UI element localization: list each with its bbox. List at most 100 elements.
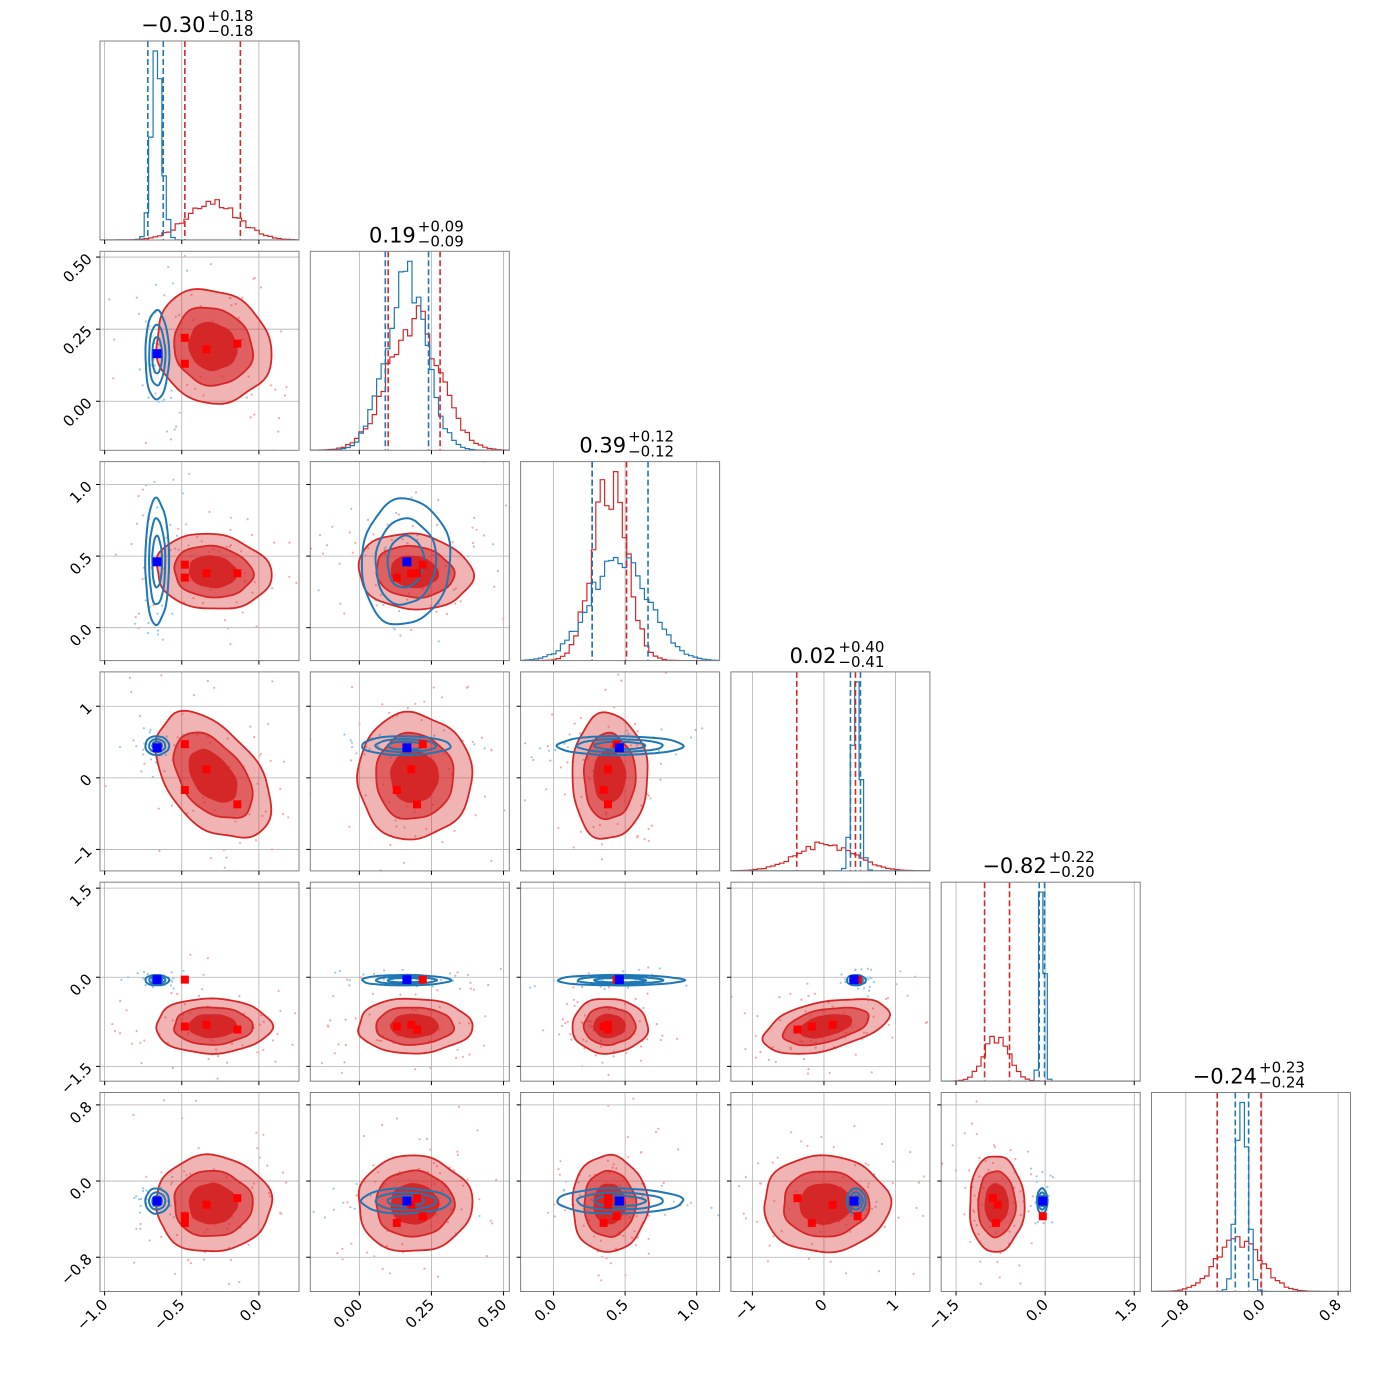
scatter-point-blue <box>135 522 139 525</box>
scatter-point-red <box>503 809 506 812</box>
scatter-point-blue <box>637 968 641 971</box>
scatter-point-blue <box>505 1207 507 1209</box>
scatter-point-red <box>813 992 817 995</box>
scatter-point-blue <box>156 633 160 636</box>
scatter-point-red <box>170 804 174 807</box>
scatter-point-red <box>1013 1186 1016 1189</box>
scatter-point-red <box>403 826 406 829</box>
scatter-point-blue <box>1042 1222 1045 1225</box>
scatter-point-blue <box>1046 1185 1049 1188</box>
panel-title-value: 0.19 <box>369 223 416 247</box>
marker-red <box>392 1218 401 1227</box>
scatter-point-red <box>1030 1242 1033 1245</box>
panel-title-lower: −0.20 <box>1049 863 1095 881</box>
x-tick-label: 0 <box>811 1296 830 1315</box>
scatter-point-blue <box>1041 1171 1044 1174</box>
marker-red <box>392 573 401 582</box>
marker-red <box>407 569 416 578</box>
scatter-point-red <box>640 804 643 807</box>
histogram-blue <box>520 556 720 661</box>
scatter-point-red <box>639 928 641 930</box>
scatter-point-red <box>344 1018 347 1021</box>
marker-red <box>233 1025 242 1034</box>
scatter-point-red <box>478 1198 481 1201</box>
panel-content <box>73 1092 299 1292</box>
scatter-point-red <box>223 866 226 869</box>
scatter-point-red <box>201 988 204 991</box>
scatter-point-red <box>425 827 428 831</box>
scatter-point-red <box>895 983 898 986</box>
scatter-point-red <box>276 1032 279 1036</box>
scatter-point-red <box>1018 1264 1021 1267</box>
marker-red <box>418 1212 427 1221</box>
scatter-point-red <box>664 1213 667 1216</box>
scatter-point-blue <box>364 554 367 557</box>
scatter-point-blue <box>626 986 630 989</box>
scatter-point-red <box>599 1045 603 1048</box>
marker-red <box>991 1218 1000 1227</box>
scatter-point-blue <box>473 743 476 746</box>
scatter-point-red <box>414 993 417 996</box>
scatter-point-blue <box>563 1188 566 1191</box>
scatter-point-red <box>1064 1303 1066 1305</box>
scatter-point-red <box>73 1205 75 1207</box>
marker-blue <box>1038 1196 1048 1206</box>
scatter-point-blue <box>460 1208 463 1211</box>
scatter-point-blue <box>491 543 495 546</box>
panel-frame <box>309 461 510 662</box>
panel-title-lower: −0.41 <box>838 653 884 671</box>
scatter-point-red <box>845 1272 848 1275</box>
scatter-point-red <box>346 662 348 664</box>
scatter-point-red <box>108 298 111 301</box>
scatter-point-blue <box>1029 1167 1032 1170</box>
x-tick-label: 0.0 <box>531 1296 561 1326</box>
marker-blue <box>849 975 859 985</box>
contour-blue <box>374 1191 438 1211</box>
scatter-point-red <box>249 416 252 419</box>
marker-red <box>853 1212 862 1221</box>
scatter-point-red <box>533 711 535 713</box>
scatter-point-blue <box>165 430 168 433</box>
scatter-point-red <box>489 1219 492 1222</box>
scatter-point-blue <box>368 747 371 751</box>
scatter-point-red <box>422 1072 424 1074</box>
histogram-blue <box>730 681 930 871</box>
scatter-point-red <box>225 545 228 548</box>
contour-blue <box>144 974 171 987</box>
scatter-point-red <box>378 1039 381 1042</box>
scatter-point-red <box>887 1023 890 1026</box>
scatter-point-blue <box>169 984 173 987</box>
scatter-point-red <box>472 541 475 545</box>
panel-content <box>505 1092 720 1292</box>
scatter-point-red <box>174 1272 177 1275</box>
scatter-point-blue <box>660 728 663 731</box>
scatter-point-red <box>288 575 291 578</box>
scatter-point-red <box>269 759 272 762</box>
scatter-point-red <box>806 1144 809 1147</box>
scatter-point-red <box>854 1053 857 1056</box>
scatter-point-red <box>190 293 193 296</box>
scatter-point-blue <box>552 979 555 982</box>
scatter-point-red <box>1019 1190 1022 1193</box>
scatter-point-blue <box>439 978 443 982</box>
scatter-point-red <box>804 1010 807 1013</box>
scatter-point-red <box>189 953 192 956</box>
scatter-point-red <box>132 739 135 742</box>
scatter-point-red <box>756 1015 759 1018</box>
scatter-point-blue <box>348 984 351 987</box>
scatter-point-red <box>234 302 237 306</box>
scatter-point-blue <box>868 985 871 989</box>
scatter-point-red <box>456 1048 459 1051</box>
scatter-point-red <box>365 1251 369 1254</box>
scatter-point-red <box>978 1175 981 1178</box>
scatter-point-red <box>774 1060 777 1063</box>
scatter-point-red <box>271 680 274 683</box>
scatter-point-red <box>438 1172 442 1175</box>
scatter-point-red <box>737 1185 741 1188</box>
scatter-point-blue <box>355 1182 358 1185</box>
scatter-point-red <box>521 716 523 718</box>
panel-title-value: −0.30 <box>141 13 205 37</box>
scatter-point-blue <box>148 731 151 734</box>
scatter-point-blue <box>1029 1204 1032 1208</box>
